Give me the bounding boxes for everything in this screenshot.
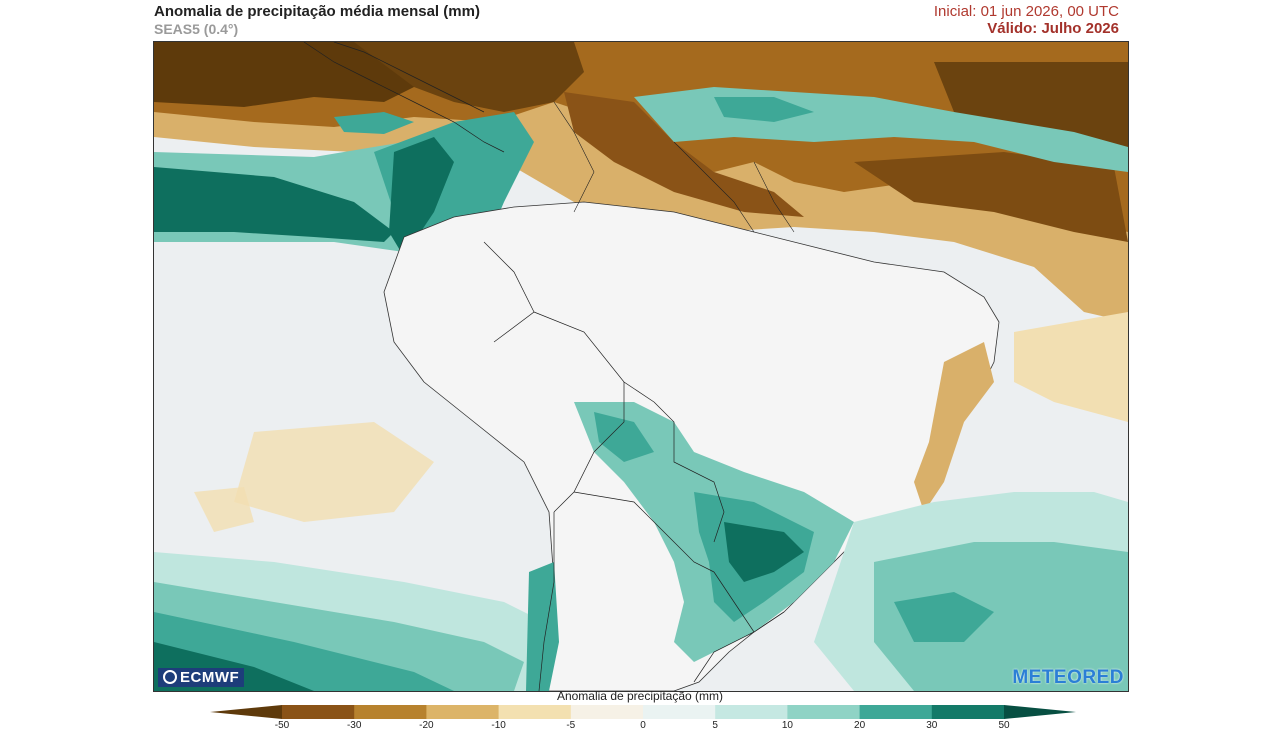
map-canvas xyxy=(154,42,1128,691)
anomaly-dry-brazil-coast xyxy=(914,342,994,512)
colorbar-title: Anomalia de precipitação (mm) xyxy=(556,689,724,703)
anomaly-wet-south-atlantic-mid xyxy=(874,542,1128,691)
precipitation-anomaly-map[interactable]: ECMWF METEORED xyxy=(153,41,1129,692)
colorbar-tick-label: 5 xyxy=(712,720,718,731)
anomaly-wet-colombia-dark xyxy=(389,137,454,257)
colorbar-segment xyxy=(931,705,1005,719)
anomaly-dry-atlantic-strip xyxy=(1014,312,1128,422)
colorbar-tick-label: -5 xyxy=(566,720,576,731)
colorbar-tick-label: -20 xyxy=(419,720,434,731)
colorbar-tick-label: 30 xyxy=(926,720,938,731)
anomaly-dry-atlantic-east xyxy=(854,152,1128,242)
ecmwf-logo-text: ECMWF xyxy=(180,669,240,686)
colorbar-segment xyxy=(570,705,644,719)
colorbar-tick-label: 20 xyxy=(854,720,866,731)
initial-date: Inicial: 01 jun 2026, 00 UTC xyxy=(933,3,1119,20)
valid-date: Válido: Julho 2026 xyxy=(987,20,1119,37)
colorbar-arrow-right xyxy=(1004,705,1076,719)
anomaly-dry-guianas xyxy=(564,92,804,217)
anomaly-wet-caribbean-west xyxy=(334,112,414,134)
colorbar-segment xyxy=(498,705,572,719)
anomaly-dry-pacific-patch-2 xyxy=(194,487,254,532)
colorbar-tick-label: -30 xyxy=(346,720,362,731)
central-america-coast xyxy=(303,42,505,153)
anomaly-dry-pacific-patch xyxy=(234,422,434,522)
colorbar-segment xyxy=(426,705,500,719)
colorbar-tick-label: 10 xyxy=(781,720,793,731)
meteored-logo: METEORED xyxy=(1012,667,1124,688)
colorbar-segment xyxy=(787,705,861,719)
anomaly-wet-south-atlantic-dark xyxy=(894,592,994,642)
anomaly-wet-bolivia xyxy=(594,412,654,462)
anomaly-wet-east-pacific-dark xyxy=(154,167,394,242)
colorbar-tick-label: 50 xyxy=(998,720,1010,731)
colorbar-segment xyxy=(859,705,933,719)
north-borders xyxy=(553,101,795,233)
ecmwf-logo: ECMWF xyxy=(158,668,245,687)
country-borders xyxy=(483,241,785,691)
ecmwf-mark-icon xyxy=(163,670,177,684)
colorbar-tick-label: -10 xyxy=(491,720,506,731)
model-subtitle: SEAS5 (0.4°) xyxy=(154,21,239,37)
anomaly-dry-caribbean-dark xyxy=(354,42,584,112)
anomaly-dry-north-dark xyxy=(154,42,424,107)
anomaly-wet-parana-core xyxy=(724,522,804,582)
anomaly-wet-caribbean-core xyxy=(714,97,814,122)
colorbar-segment xyxy=(354,705,427,719)
colorbar-segment xyxy=(643,705,716,719)
colorbar-segment xyxy=(715,705,788,719)
anomaly-wet-chile xyxy=(526,562,559,691)
colorbar xyxy=(210,705,1076,719)
colorbar-tick-label: 0 xyxy=(640,720,646,731)
chart-title: Anomalia de precipitação média mensal (m… xyxy=(154,3,480,20)
colorbar-segment xyxy=(282,705,355,719)
anomaly-dry-atlantic-dark xyxy=(934,62,1128,152)
colorbar-arrow-left xyxy=(210,705,282,719)
colorbar-tick-label: -50 xyxy=(274,720,290,731)
